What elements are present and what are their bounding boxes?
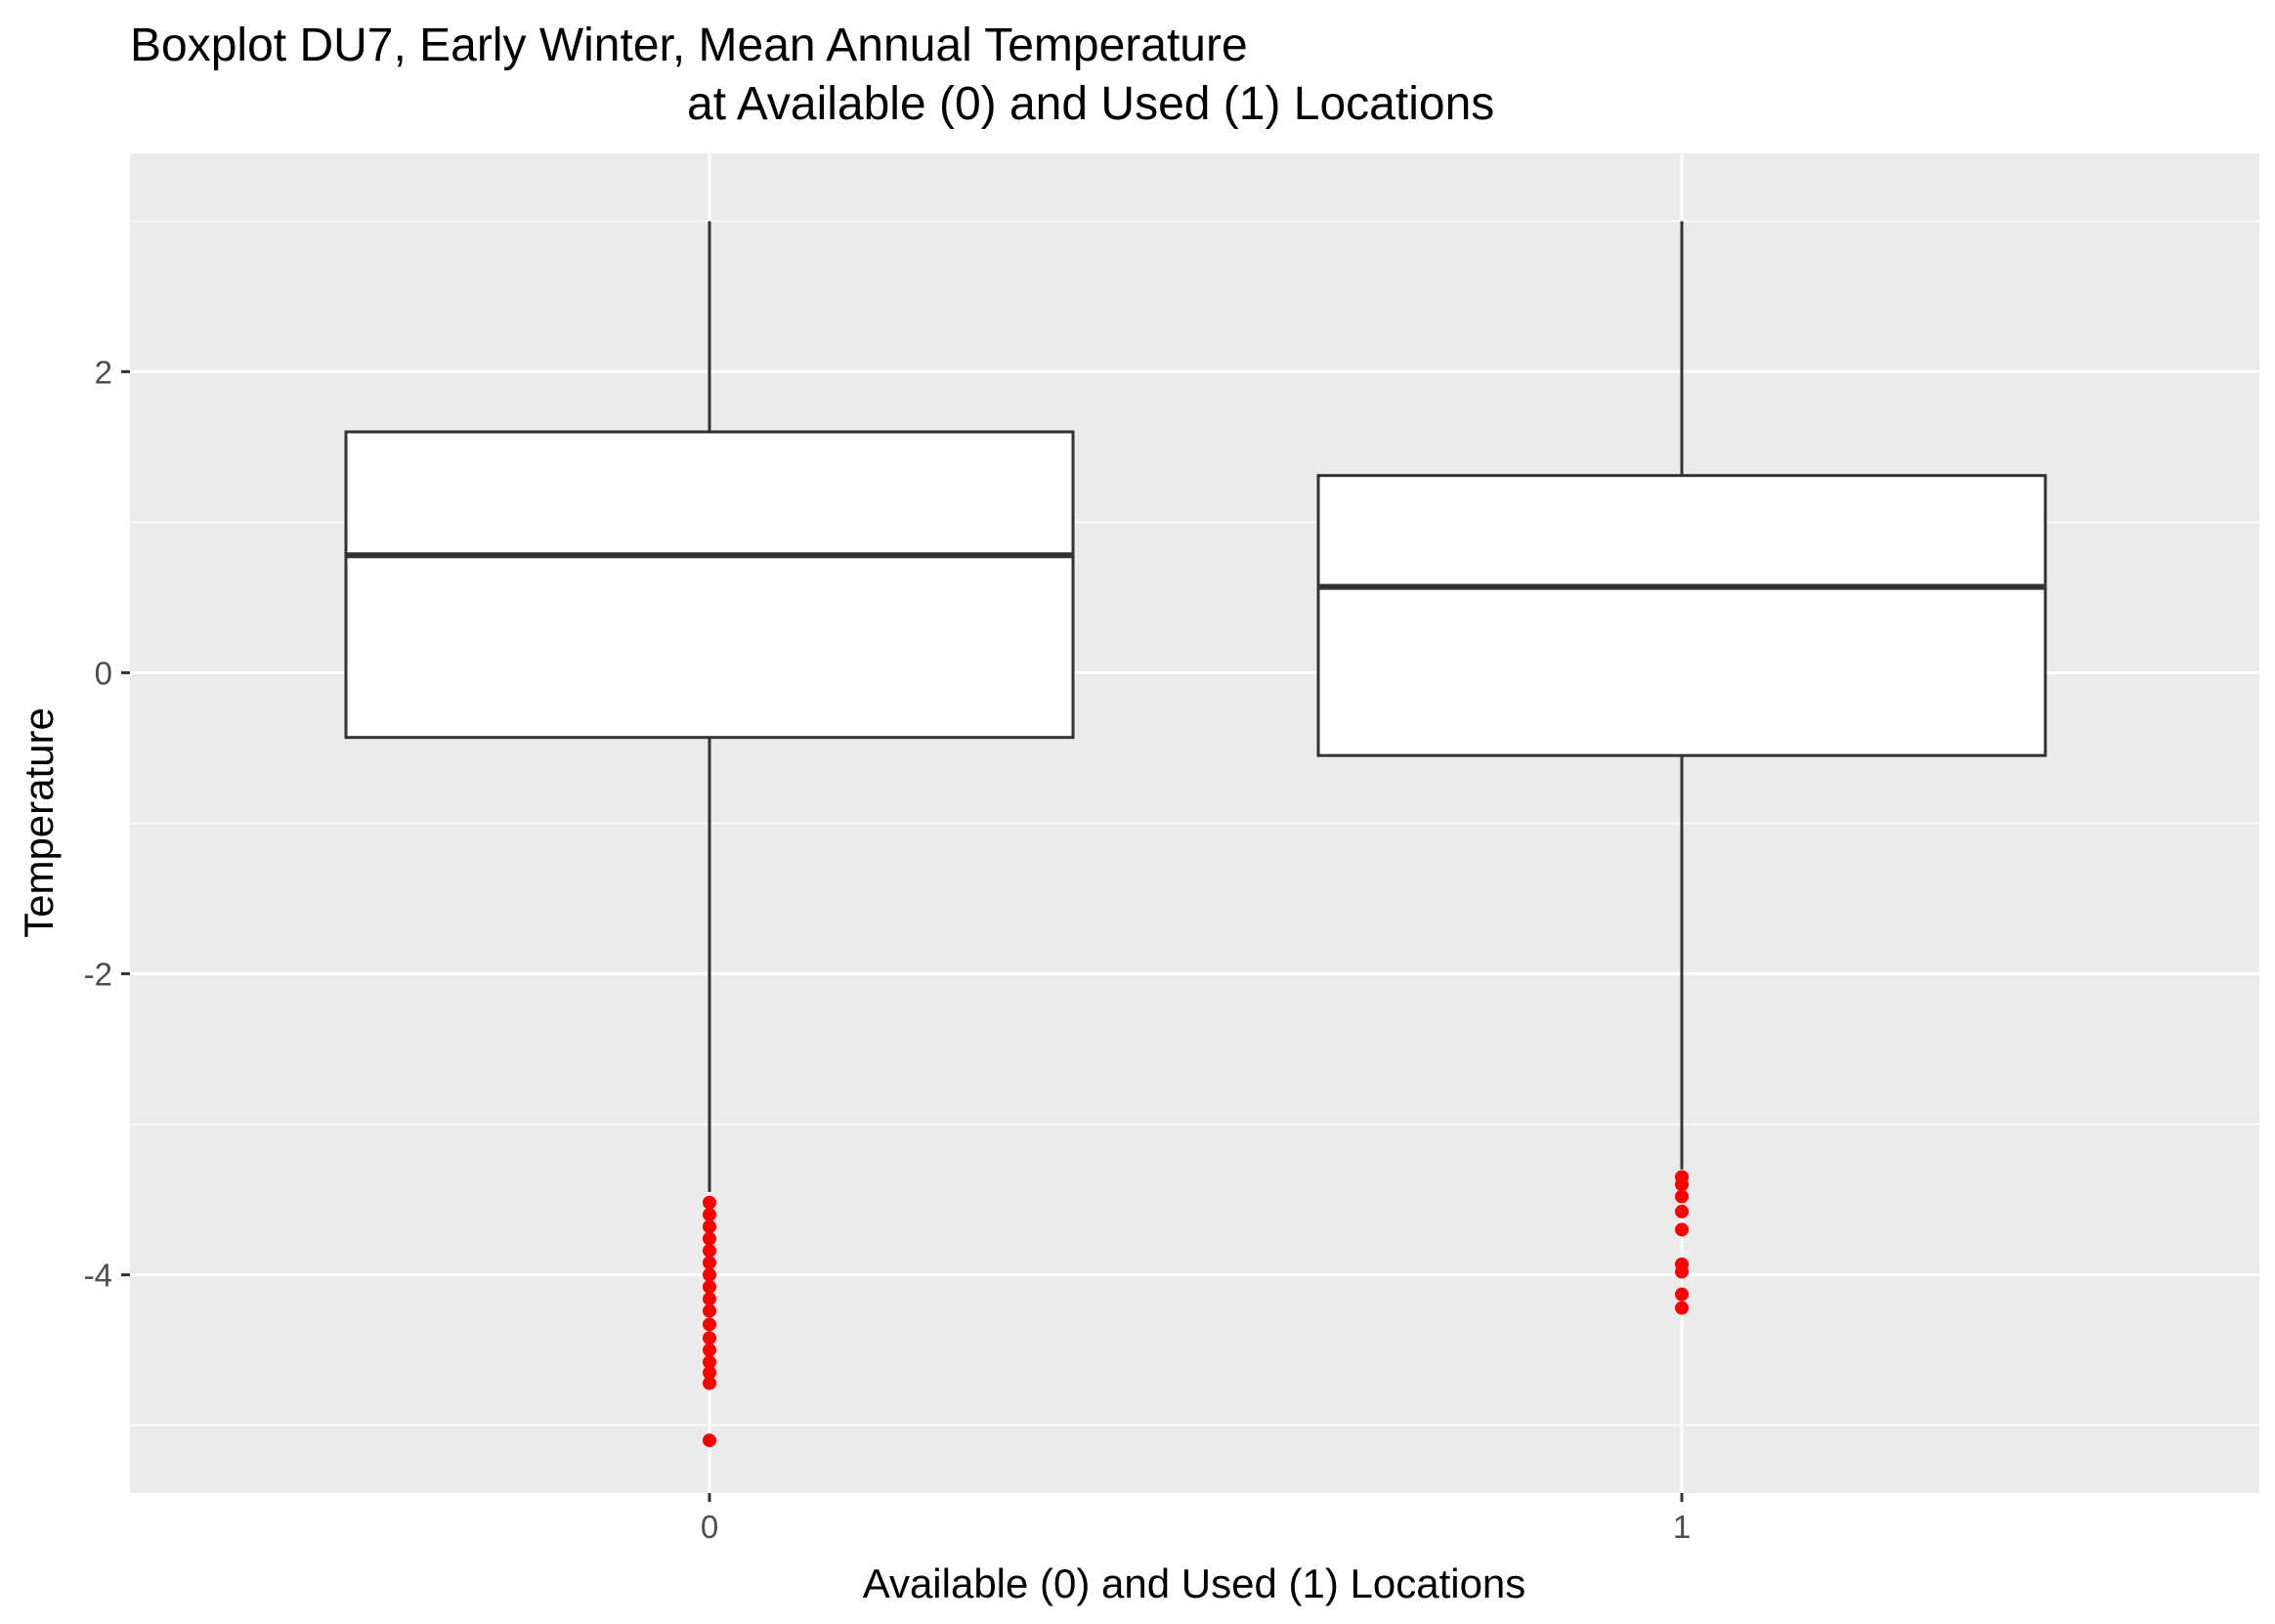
outlier-point [703, 1256, 716, 1270]
y-axis-label: Temperature [16, 707, 62, 938]
iqr-box [344, 430, 1075, 740]
box-group [1316, 221, 2047, 1315]
outlier-point [703, 1279, 716, 1294]
y-tick-label: 0 [95, 655, 112, 691]
axis-ticks: 2 0 -2 -4 0 1 [84, 354, 1692, 1545]
box-group [344, 221, 1075, 1448]
outlier-point [703, 1343, 716, 1357]
outlier-point [703, 1231, 716, 1246]
boxes [344, 221, 2047, 1448]
outlier-point [703, 1317, 716, 1332]
y-tick-label: 2 [95, 354, 112, 390]
outlier-point [703, 1433, 716, 1448]
outlier-point [1675, 1177, 1689, 1192]
chart-title-line2: at Available (0) and Used (1) Locations [687, 78, 1494, 130]
outlier-point [1675, 1189, 1689, 1204]
outlier-point [1675, 1264, 1689, 1279]
outlier-point [1675, 1301, 1689, 1315]
x-tick-label: 1 [1673, 1509, 1691, 1545]
x-tick-label: 0 [701, 1509, 718, 1545]
iqr-box [1316, 474, 2047, 757]
outlier-point [703, 1219, 716, 1234]
outlier-point [703, 1195, 716, 1210]
outlier-point [1675, 1287, 1689, 1302]
outlier-point [703, 1354, 716, 1369]
outlier-point [703, 1208, 716, 1222]
chart-title-line1: Boxplot DU7, Early Winter, Mean Annual T… [130, 20, 1248, 71]
outlier-point [703, 1303, 716, 1318]
outlier-point [703, 1331, 716, 1346]
outlier-point [703, 1365, 716, 1380]
outlier-point [703, 1267, 716, 1282]
y-tick-label: -4 [84, 1258, 112, 1294]
outlier-point [703, 1243, 716, 1258]
outlier-point [703, 1292, 716, 1306]
y-tick-label: -2 [84, 957, 112, 993]
outlier-point [703, 1376, 716, 1390]
outlier-point [1675, 1222, 1689, 1237]
outlier-point [1675, 1204, 1689, 1218]
x-axis-label: Available (0) and Used (1) Locations [863, 1560, 1526, 1606]
